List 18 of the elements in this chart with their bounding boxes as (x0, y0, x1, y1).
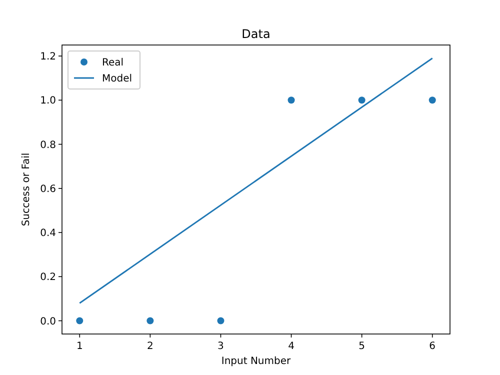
x-tick-label: 5 (358, 341, 366, 352)
legend-label: Model (102, 74, 132, 84)
x-tick-label: 3 (218, 341, 224, 352)
x-tick-label: 6 (429, 341, 436, 352)
y-tick-label: 0.6 (40, 184, 56, 195)
y-tick-label: 0.8 (40, 140, 56, 151)
x-axis-title: Input Number (221, 356, 292, 367)
y-tick-label: 1.2 (40, 52, 56, 63)
y-tick-label: 0.2 (40, 272, 56, 284)
legend-label: Real (102, 58, 124, 68)
y-axis-title: Success or Fail (21, 152, 32, 226)
y-tick-label: 0.4 (40, 228, 56, 240)
y-tick-label: 0.0 (40, 316, 56, 328)
x-tick-label: 4 (288, 341, 294, 352)
x-tick-label: 1 (76, 341, 83, 352)
chart-title: Data (242, 27, 270, 41)
x-tick-label: 2 (146, 341, 154, 352)
y-tick-label: 1.0 (40, 96, 56, 107)
